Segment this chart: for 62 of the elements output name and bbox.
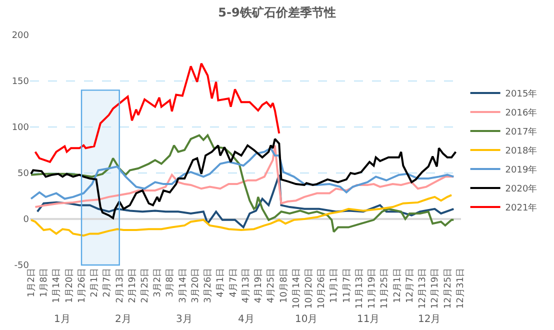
x-tick-label: 2月13日 — [115, 268, 126, 303]
x-tick-label: 3月26日 — [204, 268, 214, 303]
text: 4月 — [238, 314, 254, 325]
y-tick-label: 150 — [12, 77, 30, 88]
x-tick-label: 4月7日 — [228, 268, 239, 298]
x-tick-label: 10月26日 — [317, 268, 328, 309]
text: 3月 — [176, 314, 192, 325]
line-series — [30, 134, 455, 233]
x-tick-label: 12月19日 — [430, 268, 441, 309]
legend-label: 2016年 — [505, 108, 538, 119]
x-tick-label: 1月14日 — [52, 268, 62, 303]
x-tick-label: 12月7日 — [405, 268, 416, 303]
legend-label: 2017年 — [505, 126, 538, 138]
line-series — [30, 138, 457, 220]
chart-title: 5-9铁矿石价差季节性 — [218, 6, 336, 20]
x-tick-label: 2月7日 — [102, 268, 113, 298]
x-tick-label: 3月2日 — [153, 268, 164, 298]
x-tick-label: 12月13日 — [418, 268, 428, 309]
x-tick-label: 2月25日 — [140, 268, 151, 303]
line-series — [36, 174, 455, 228]
x-tick-label: 4月25日 — [266, 268, 277, 303]
legend-label: 2015年 — [505, 88, 538, 100]
line-series — [34, 144, 455, 208]
line-series — [30, 147, 455, 200]
x-tick-label: 3月20日 — [190, 268, 201, 303]
x-tick-label: 1月2日 — [26, 268, 37, 298]
text: 12月 — [418, 314, 441, 325]
text: 10月 — [295, 314, 318, 325]
x-tick-label: 10月14日 — [292, 268, 302, 309]
legend-label: 2018年 — [505, 146, 538, 157]
legend-label: 2019年 — [505, 164, 538, 176]
text: 2月 — [115, 314, 132, 325]
x-tick-label: 12月1日 — [392, 268, 403, 303]
x-tick-label: 4月19日 — [254, 268, 264, 303]
x-tick-label: 4月13日 — [241, 268, 252, 303]
y-tick-label: 200 — [12, 31, 30, 42]
x-tick-label: 12月25日 — [443, 268, 454, 309]
y-tick-label: 100 — [12, 123, 30, 134]
x-tick-label: 11月25日 — [380, 268, 390, 309]
x-tick-label: 3月14日 — [178, 268, 188, 303]
legend-label: 2020年 — [505, 184, 538, 195]
line-series — [30, 194, 453, 237]
x-tick-label: 1月26日 — [77, 268, 88, 303]
x-tick-label: 10月20日 — [304, 268, 314, 309]
line-series — [34, 62, 280, 163]
text: 11月 — [357, 314, 380, 325]
y-tick-label: 0 — [23, 215, 30, 226]
x-tick-label: 11月7日 — [342, 268, 352, 303]
x-tick-label: 1月8日 — [40, 268, 50, 298]
x-tick-label: 2月19日 — [128, 268, 138, 303]
x-tick-label: 12月31日 — [456, 268, 466, 309]
x-tick-label: 2月1日 — [90, 268, 100, 298]
x-tick-label: 1月20日 — [64, 268, 75, 303]
legend-label: 2021年 — [505, 202, 538, 214]
x-tick-label: 11月1日 — [330, 268, 340, 303]
x-tick-label: 4月1日 — [216, 268, 226, 298]
y-tick-label: 50 — [18, 169, 30, 180]
x-tick-label: 11月19日 — [368, 268, 378, 309]
x-tick-label: 10月8日 — [279, 268, 290, 303]
x-tick-label: 11月13日 — [354, 268, 365, 309]
x-tick-label: 3月8日 — [166, 268, 176, 298]
text: 1月 — [54, 314, 70, 325]
